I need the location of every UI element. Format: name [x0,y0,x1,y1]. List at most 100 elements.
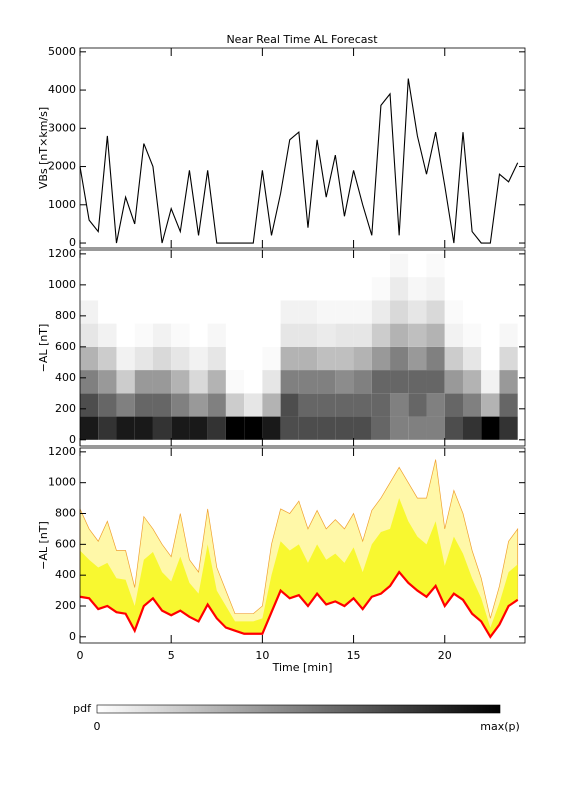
heatmap-cell [134,277,153,301]
heatmap-cell [499,393,518,417]
y-tick-label: 600 [55,537,76,550]
heatmap-cell [207,416,226,440]
heatmap-cell [371,370,391,394]
heatmap-cell [317,253,336,278]
heatmap-cell [317,277,336,301]
heatmap-cell [207,393,226,417]
heatmap-cell [80,370,99,394]
y-axis-label: −AL [nT] [37,324,50,373]
heatmap-cell [152,253,172,278]
heatmap-cell [171,253,190,278]
heatmap-cell [335,370,354,394]
heatmap-cell [207,370,226,394]
heatmap-cell [116,300,135,324]
heatmap-cell [317,416,336,440]
heatmap-cell [80,300,99,324]
heatmap-cell [408,253,427,278]
heatmap-cell [298,277,318,301]
heatmap-cell [152,370,172,394]
heatmap-cell [390,277,409,301]
y-axis-label: −AL [nT] [37,521,50,570]
heatmap-cell [116,416,135,440]
y-tick-label: 200 [55,599,76,612]
heatmap-cell [462,300,482,324]
heatmap-cell [244,416,263,440]
heatmap-cell [317,323,336,347]
heatmap-cell [98,370,117,394]
heatmap-cell [390,253,409,278]
x-tick-label: 5 [168,649,175,662]
heatmap-cell [499,277,518,301]
heatmap-cell [444,393,463,417]
heatmap-cell [353,277,372,301]
heatmap-cell [207,346,226,371]
heatmap-cell [207,277,226,301]
x-tick-label: 0 [77,649,84,662]
heatmap-cell [225,323,245,347]
heatmap-cell [171,346,190,371]
heatmap-cell [152,277,172,301]
heatmap-cell [171,393,190,417]
heatmap-cell [189,416,208,440]
heatmap-cell [262,277,281,301]
heatmap-cell [444,370,463,394]
heatmap-cell [189,393,208,417]
heatmap-cell [189,253,208,278]
heatmap-cell [426,416,445,440]
heatmap-cell [408,393,427,417]
y-tick-label: 2000 [48,160,76,173]
heatmap-cell [262,253,281,278]
heatmap-cell [481,277,500,301]
y-tick-label: 1200 [48,247,76,260]
plot-frame [79,47,526,249]
y-tick-label: 3000 [48,121,76,134]
heatmap-cell [152,346,172,371]
heatmap-cell [80,416,99,440]
heatmap-cell [98,416,117,440]
band-area [80,498,518,637]
heatmap-cell [462,370,482,394]
y-tick-label: 0 [69,630,76,643]
y-tick-label: 600 [55,340,76,353]
heatmap-cell [444,253,463,278]
heatmap-cell [98,253,117,278]
heatmap-cell [298,370,318,394]
heatmap-cell [335,393,354,417]
heatmap-cell [98,393,117,417]
heatmap-cell [426,253,445,278]
y-tick-label: 5000 [48,45,76,58]
heatmap-cell [426,300,445,324]
x-tick-label: 10 [255,649,269,662]
heatmap-cell [371,300,391,324]
heatmap-cell [408,416,427,440]
heatmap-cell [353,323,372,347]
heatmap-cell [171,300,190,324]
lower-line [79,570,519,639]
heatmap-cell [499,416,518,440]
heatmap-cell [244,300,263,324]
heatmap-cell [335,300,354,324]
heatmap-cell [408,277,427,301]
heatmap-cell [244,393,263,417]
heatmap-cell [134,416,153,440]
heatmap-cell [280,416,299,440]
heatmap-cell [134,346,153,371]
heatmap-cell [371,346,391,371]
heatmap-cell [298,323,318,347]
y-tick-label: 400 [55,371,76,384]
heatmap-cell [134,253,153,278]
heatmap-cell [280,300,299,324]
heatmap-cell [225,300,245,324]
heatmap-cell [390,300,409,324]
heatmap-cell [371,253,391,278]
heatmap-cell [298,416,318,440]
heatmap-cell [462,277,482,301]
heatmap-cell [353,300,372,324]
colorbar-label: pdf [73,702,92,715]
heatmap-cell [317,393,336,417]
heatmap-cell [171,277,190,301]
heatmap-cell [225,370,245,394]
heatmap-cell [116,346,135,371]
heatmap-cell [408,370,427,394]
heatmap-cell [134,393,153,417]
